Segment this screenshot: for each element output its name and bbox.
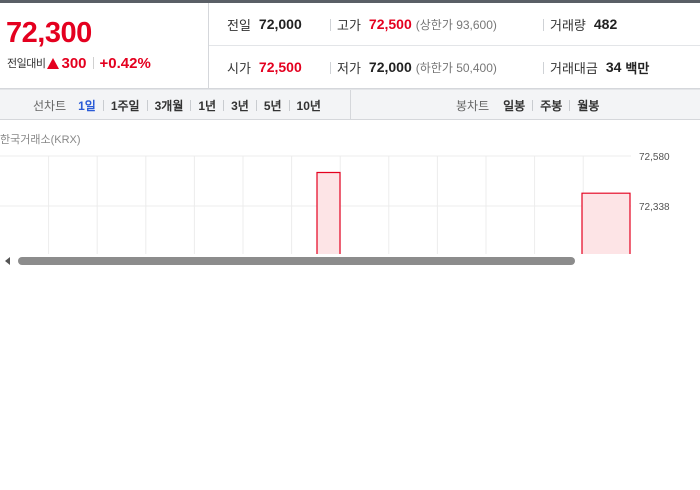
stat-label: 거래량 [550,17,586,33]
change-amount: 300 [61,54,87,72]
stat-divider [543,62,544,74]
period-divider [288,99,290,111]
stat-limit: (하한가 50,400) [415,60,497,75]
current-price: 72,300 [6,17,92,49]
change-divider [92,57,94,69]
stat-value: 72,500 [258,59,302,75]
chart-scrollbar[interactable] [0,254,700,268]
price-summary: 72,300 전일대비 300 +0.42% 전일 72,000 고가 72,5… [0,3,700,89]
price-stats: 전일 72,000 고가 72,500 (상한가 93,600) 거래량 482… [209,3,700,89]
line-chart-label: 선차트 [33,98,67,113]
stat-high: 고가 72,500 (상한가 93,600) [337,14,497,34]
period-divider [190,99,192,111]
scroll-thumb[interactable] [18,257,575,265]
period-tab[interactable]: 3년 [231,98,249,113]
stat-label: 전일 [227,17,251,33]
period-tab[interactable]: 5년 [263,98,282,113]
price-chart: 72,580 72,338 한국거래소(KRX) [0,120,700,268]
candle-period-tab[interactable]: 주봉 [540,98,563,113]
candle-period-tab[interactable]: 일봉 [503,98,526,113]
stat-trade-value: 거래대금 34 백만 [550,57,649,77]
price-line [316,171,341,254]
chart-toolbar: 선차트 1일 1주일 3개월 1년 3년 5년 10년 봉차트 일봉 주봉 월봉 [0,89,700,120]
candle-chart-label: 봉차트 [456,98,490,113]
change-row: 전일대비 300 +0.42% [7,54,151,72]
stat-volume: 거래량 482 [550,14,617,34]
scroll-left-icon[interactable] [5,257,10,265]
stat-prev-close: 전일 72,000 [227,14,302,34]
y-tick-label: 72,338 [639,202,670,213]
period-tab[interactable]: 1년 [198,98,217,113]
stat-unit: 백만 [625,60,650,76]
price-area [317,172,340,254]
stat-open: 시가 72,500 [227,57,302,77]
price-block: 72,300 전일대비 300 +0.42% [0,3,209,89]
stat-label: 저가 [337,60,361,76]
price-area [582,193,630,254]
change-percent: +0.42% [99,54,151,72]
stat-value: 72,000 [368,59,412,75]
stats-row-1: 전일 72,000 고가 72,500 (상한가 93,600) 거래량 482 [209,3,700,46]
stat-divider [330,19,331,31]
period-divider [255,99,257,111]
period-tab[interactable]: 1일 [78,98,96,113]
stats-row-2: 시가 72,500 저가 72,000 (하한가 50,400) 거래대금 34… [209,46,700,89]
period-tab[interactable]: 1주일 [110,98,140,113]
period-divider [102,99,104,111]
candle-period-tab[interactable]: 월봉 [577,98,600,113]
period-tab[interactable]: 10년 [296,98,321,113]
stat-limit: (상한가 93,600) [415,17,497,32]
change-label: 전일대비 [7,58,46,70]
stat-low: 저가 72,000 (하한가 50,400) [337,57,497,77]
candle-divider [569,99,571,111]
stat-label: 거래대금 [550,60,598,76]
stat-divider [330,62,331,74]
chart-canvas: 72,580 72,338 [0,152,670,254]
candle-divider [532,99,534,111]
stat-value: 72,000 [258,16,302,32]
top-border [0,0,700,3]
y-tick-label: 72,580 [639,152,670,163]
stat-value: 72,500 [368,16,412,32]
period-divider [223,99,225,111]
stat-label: 고가 [337,17,361,33]
stat-value: 34 [605,59,622,75]
candle-chart-periods: 봉차트 일봉 주봉 월봉 [351,90,700,120]
period-divider [146,99,148,111]
period-tab[interactable]: 3개월 [154,98,184,113]
stat-label: 시가 [227,60,251,76]
stat-value: 482 [593,16,618,32]
exchange-label: 한국거래소(KRX) [0,134,81,146]
line-chart-periods: 선차트 1일 1주일 3개월 1년 3년 5년 10년 [0,90,351,120]
price-line [581,192,631,254]
stat-divider [543,19,544,31]
up-triangle-icon [47,57,60,69]
